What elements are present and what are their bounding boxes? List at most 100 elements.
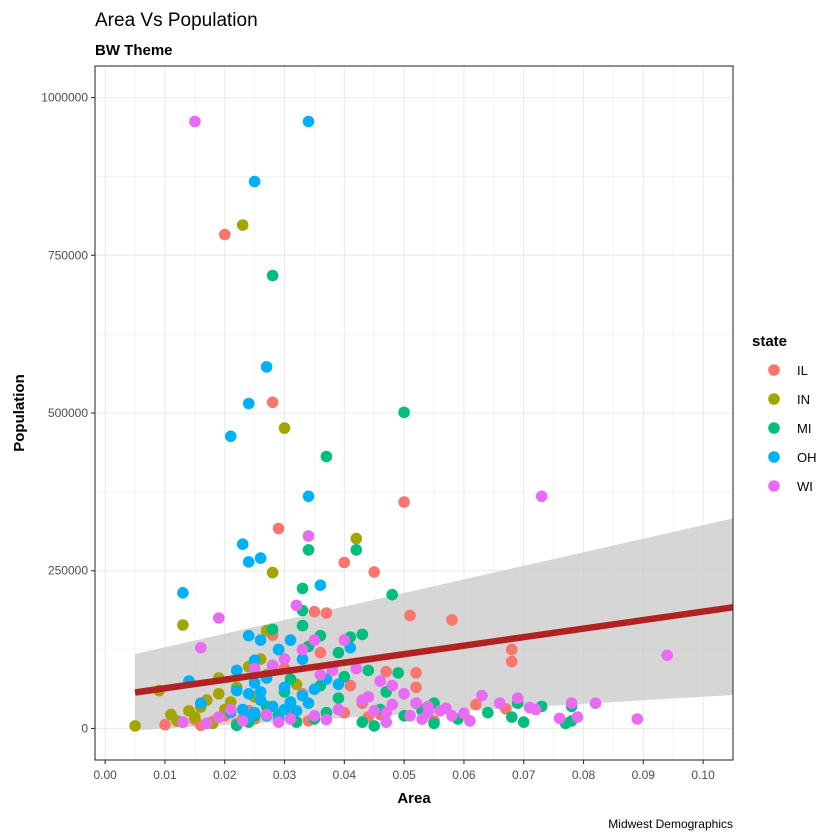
data-point-wi [571, 711, 584, 723]
data-point-mi [350, 544, 363, 556]
legend-key-in [768, 393, 780, 405]
data-point-wi [380, 716, 393, 728]
confidence-band [135, 518, 733, 731]
data-point-oh [260, 361, 273, 373]
data-point-wi [195, 641, 207, 654]
data-point-mi [296, 619, 309, 632]
data-point-oh [242, 688, 255, 700]
data-point-wi [296, 643, 309, 656]
data-point-wi [177, 716, 189, 728]
data-point-il [308, 605, 321, 618]
data-point-wi [272, 716, 285, 728]
data-point-oh [230, 664, 243, 677]
x-tick-label: 0.09 [632, 768, 656, 782]
data-point-wi [308, 710, 321, 722]
data-point-il [368, 566, 381, 578]
data-point-wi [350, 662, 363, 675]
data-point-mi [356, 716, 369, 728]
data-point-il [446, 614, 458, 626]
data-point-mi [428, 717, 440, 730]
data-point-oh [242, 556, 255, 568]
x-tick-label: 0.07 [512, 768, 536, 782]
data-point-oh [224, 430, 237, 443]
data-point-wi [535, 490, 548, 503]
data-point-wi [290, 599, 303, 612]
legend-label-il: IL [797, 363, 808, 378]
data-point-in [278, 422, 291, 434]
data-point-wi [440, 702, 452, 715]
data-point-mi [482, 706, 494, 719]
data-point-mi [296, 582, 309, 595]
x-tick-label: 0.10 [691, 768, 715, 782]
data-point-il [219, 228, 231, 241]
data-point-mi [266, 623, 279, 636]
data-point-oh [242, 397, 255, 410]
data-point-mi [392, 667, 405, 679]
data-point-wi [476, 689, 488, 702]
data-point-in [266, 566, 279, 579]
data-point-wi [236, 715, 249, 727]
data-point-wi [213, 612, 225, 624]
data-point-oh [248, 175, 261, 188]
legend-key-wi [768, 480, 780, 492]
data-point-il [506, 655, 518, 668]
y-tick-label: 500000 [48, 406, 88, 420]
data-point-wi [320, 713, 333, 726]
data-point-wi [302, 530, 315, 542]
data-point-wi [565, 697, 578, 709]
data-point-wi [386, 679, 399, 692]
data-point-oh [242, 629, 255, 642]
data-point-wi [332, 703, 345, 716]
data-point-wi [189, 115, 201, 128]
data-point-wi [278, 653, 291, 665]
x-tick-label: 0.05 [392, 768, 416, 782]
legend-label-wi: WI [797, 479, 813, 494]
data-point-il [266, 396, 279, 409]
data-point-mi [284, 673, 297, 685]
data-point-mi [517, 716, 530, 728]
data-point-il [470, 698, 482, 711]
x-tick-label: 0.04 [333, 768, 357, 782]
chart-caption: Midwest Demographics [608, 817, 733, 831]
data-point-mi [398, 406, 410, 419]
data-point-wi [529, 703, 542, 716]
data-point-mi [332, 646, 345, 659]
data-point-il [159, 718, 171, 731]
data-point-il [338, 556, 351, 569]
data-point-wi [314, 669, 327, 681]
y-tick-label: 0 [81, 721, 88, 735]
data-point-mi [332, 692, 345, 704]
data-point-in [189, 711, 201, 723]
data-point-oh [254, 552, 267, 564]
data-point-in [350, 532, 363, 545]
smooth-line [134, 604, 734, 696]
data-point-wi [631, 713, 644, 725]
data-point-wi [248, 662, 261, 675]
data-point-oh [314, 579, 327, 591]
data-point-oh [254, 634, 267, 646]
data-point-wi [201, 717, 213, 730]
data-point-mi [302, 544, 315, 556]
confidence-band-area [135, 518, 733, 731]
data-point-il [272, 522, 285, 535]
data-point-mi [356, 628, 369, 641]
data-point-il [320, 607, 333, 619]
data-point-wi [308, 634, 321, 646]
data-point-oh [284, 634, 297, 646]
data-point-oh [266, 700, 279, 713]
data-point-il [398, 496, 410, 508]
data-point-in [177, 619, 189, 631]
x-axis-title: Area [397, 790, 431, 807]
data-point-il [314, 646, 327, 659]
data-point-in [236, 219, 249, 231]
data-point-il [404, 609, 416, 622]
data-point-wi [464, 715, 476, 727]
data-point-wi [338, 634, 351, 646]
x-tick-label: 0.02 [213, 768, 237, 782]
y-axis-title: Population [11, 374, 28, 452]
data-point-il [380, 665, 393, 678]
data-point-wi [374, 675, 387, 687]
legend-label-mi: MI [797, 421, 811, 436]
data-point-wi [404, 710, 416, 722]
